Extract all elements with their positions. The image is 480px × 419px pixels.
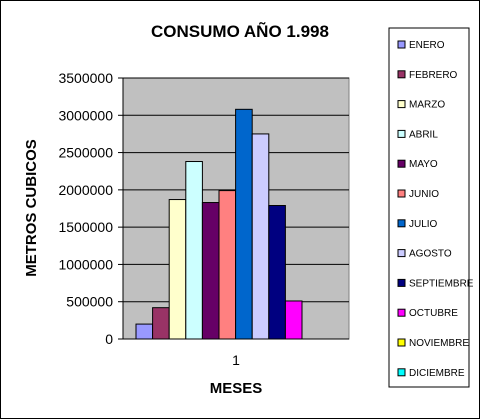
- y-tick-label: 2500000: [58, 145, 113, 161]
- legend-label-enero: ENERO: [409, 40, 445, 51]
- bar-octubre: [284, 300, 303, 340]
- y-tick-label: 3000000: [58, 107, 113, 123]
- legend-label-septiembre: SEPTIEMBRE: [409, 278, 474, 289]
- y-tick-label: 0: [105, 331, 113, 347]
- legend-swatch-enero: [397, 40, 406, 49]
- bar-agosto: [251, 133, 270, 340]
- legend-swatch-junio: [397, 189, 406, 198]
- legend-label-febrero: FEBRERO: [409, 70, 458, 81]
- x-axis-title: MESES: [210, 380, 263, 397]
- legend-swatch-abril: [397, 129, 406, 138]
- chart-title: CONSUMO AÑO 1.998: [151, 21, 329, 41]
- legend-swatch-octubre: [397, 308, 406, 317]
- legend-swatch-septiembre: [397, 278, 406, 287]
- legend-entries: ENERO FEBRERO MARZO ABRIL MAYO JUNIO JULIO AGOS…: [397, 40, 474, 379]
- bar-julio: [235, 108, 253, 340]
- y-tick-label: 2000000: [58, 182, 113, 198]
- legend-swatch-diciembre: [397, 368, 406, 377]
- y-tick-label: 1500000: [58, 219, 113, 235]
- legend-label-noviembre: NOVIEMBRE: [409, 338, 469, 349]
- y-tick-labels: 0 500000 1000000 1500000 2000000 2500000 30000…: [58, 70, 123, 347]
- legend-swatch-febrero: [397, 70, 406, 79]
- y-axis-title: METROS CUBICOS: [23, 139, 40, 277]
- legend-swatch-julio: [397, 219, 406, 228]
- legend-label-julio: JULIO: [409, 219, 438, 230]
- y-tick-label: 500000: [66, 294, 113, 310]
- legend-swatch-agosto: [397, 249, 406, 258]
- legend-label-agosto: AGOSTO: [409, 249, 452, 260]
- legend-label-junio: JUNIO: [409, 189, 439, 200]
- legend-swatch-marzo: [397, 100, 406, 109]
- legend-label-diciembre: DICIEMBRE: [409, 368, 465, 379]
- legend-swatch-mayo: [397, 159, 406, 168]
- legend: [388, 27, 470, 388]
- legend-swatch-noviembre: [397, 338, 406, 347]
- legend-label-marzo: MARZO: [409, 100, 445, 111]
- legend-label-mayo: MAYO: [409, 159, 438, 170]
- bar-abril: [185, 161, 203, 340]
- y-tick-label: 1000000: [58, 256, 113, 272]
- x-tick-label: 1: [232, 352, 240, 368]
- bar-junio: [218, 190, 237, 340]
- bar-mayo: [201, 202, 220, 340]
- bar-marzo: [168, 199, 187, 340]
- bar-febrero: [152, 307, 170, 340]
- y-tick-label: 3500000: [58, 70, 113, 86]
- bar-septiembre: [268, 205, 286, 340]
- bars: [135, 108, 303, 340]
- bar-enero: [135, 323, 154, 340]
- legend-label-octubre: OCTUBRE: [409, 308, 458, 319]
- legend-label-abril: ABRIL: [409, 129, 438, 140]
